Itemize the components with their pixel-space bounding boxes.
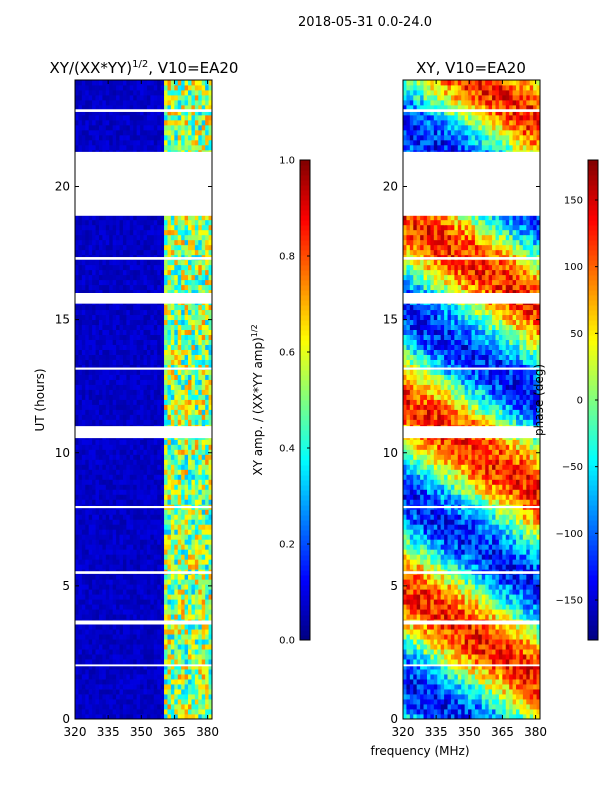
amplitude-panel-title: XY/(XX*YY)1/2, V10=EA20	[50, 59, 239, 77]
amplitude-heatmap	[75, 80, 213, 720]
amplitude-colorbar-ticks: 0.00.20.40.60.81.0	[279, 156, 310, 647]
ut-axis-label: UT (hours)	[33, 368, 47, 431]
amplitude-colorbar: 0.00.20.40.60.81.0 XY amp. / (XX*YY amp)…	[250, 156, 311, 647]
phase-colorbar-gradient	[588, 160, 598, 641]
figure-suptitle: 2018-05-31 0.0-24.0	[298, 15, 432, 30]
amplitude-ratio-panel: XY/(XX*YY)1/2, V10=EA20 320 335 350 365 380 …	[33, 59, 238, 739]
phase-heatmap	[403, 80, 541, 720]
amplitude-colorbar-gradient	[300, 160, 310, 641]
amplitude-x-ticks: 320 335 350 365 380	[64, 80, 219, 739]
amplitude-colorbar-label: XY amp. / (XX*YY amp)1/2	[250, 324, 265, 475]
phase-plot-frame	[402, 79, 541, 720]
frequency-axis-label: frequency (MHz)	[370, 744, 469, 758]
amplitude-plot-frame	[74, 79, 213, 720]
phase-colorbar-label: phase (deg)	[532, 364, 546, 436]
phase-panel-title: XY, V10=EA20	[416, 59, 526, 77]
amplitude-colorbar-frame	[299, 159, 311, 641]
phase-x-ticks: 320 335 350 365 380	[392, 80, 547, 739]
